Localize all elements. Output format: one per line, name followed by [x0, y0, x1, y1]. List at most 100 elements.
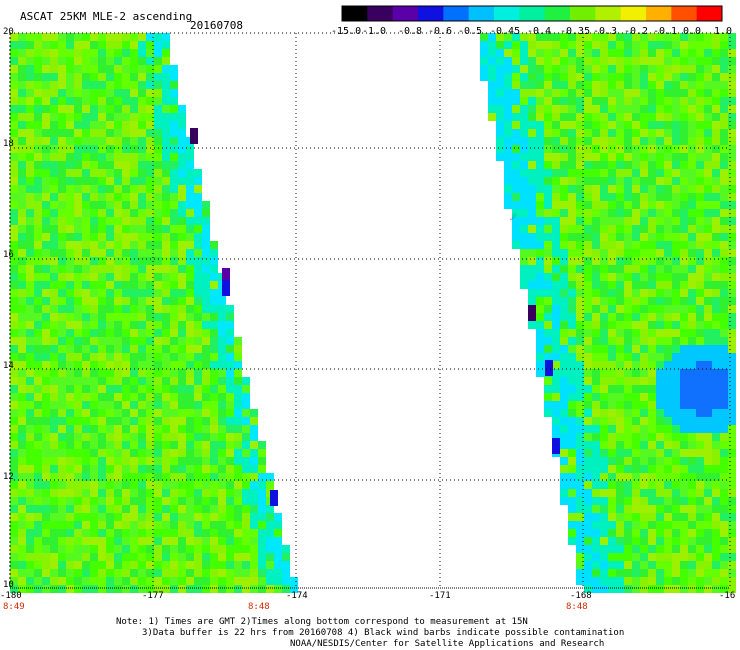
data-cell [122, 201, 130, 209]
data-cell [720, 577, 728, 585]
data-cell [680, 97, 688, 105]
data-cell [90, 433, 98, 441]
data-cell [480, 49, 488, 57]
data-cell [210, 585, 218, 593]
data-cell [162, 257, 170, 265]
data-cell [186, 425, 194, 433]
data-cell [194, 417, 202, 425]
data-cell [18, 121, 26, 129]
data-cell [162, 169, 170, 177]
data-cell [10, 569, 18, 577]
data-cell [616, 473, 624, 481]
data-cell [680, 145, 688, 153]
data-cell [58, 305, 66, 313]
data-cell [170, 473, 178, 481]
data-cell [624, 369, 632, 377]
data-cell [560, 81, 568, 89]
data-cell [640, 73, 648, 81]
data-cell [712, 113, 720, 121]
data-cell [632, 57, 640, 65]
data-cell [568, 193, 576, 201]
data-cell [608, 585, 616, 593]
data-cell [122, 465, 130, 473]
data-cell [656, 473, 664, 481]
data-cell [170, 353, 178, 361]
data-cell [528, 97, 536, 105]
data-cell [154, 193, 162, 201]
data-cell [528, 305, 536, 321]
data-cell [632, 321, 640, 329]
data-cell [552, 393, 560, 401]
data-cells [10, 33, 736, 593]
map-title: ASCAT 25KM MLE-2 ascending [20, 10, 193, 23]
data-cell [688, 385, 696, 393]
data-cell [536, 289, 544, 297]
data-cell [512, 65, 520, 73]
data-cell [162, 289, 170, 297]
data-cell [42, 137, 50, 145]
data-cell [170, 409, 178, 417]
data-cell [106, 449, 114, 457]
data-cell [704, 481, 712, 489]
data-cell [210, 473, 218, 481]
data-cell [178, 489, 186, 497]
data-cell [664, 225, 672, 233]
data-cell [106, 105, 114, 113]
data-cell [720, 497, 728, 505]
data-cell [680, 473, 688, 481]
data-cell [672, 57, 680, 65]
data-cell [704, 241, 712, 249]
data-cell [640, 537, 648, 545]
data-cell [130, 113, 138, 121]
data-cell [480, 65, 488, 73]
data-cell [560, 281, 568, 289]
data-cell [210, 321, 218, 329]
data-cell [512, 113, 520, 121]
data-cell [18, 409, 26, 417]
data-cell [242, 513, 250, 521]
data-cell [10, 89, 18, 97]
data-cell [114, 57, 122, 65]
data-cell [162, 481, 170, 489]
data-cell [90, 97, 98, 105]
data-cell [242, 425, 250, 433]
data-cell [82, 529, 90, 537]
data-cell [122, 273, 130, 281]
data-cell [202, 361, 210, 369]
data-cell [122, 457, 130, 465]
data-cell [26, 577, 34, 585]
data-cell [138, 369, 146, 377]
colorbar-swatch [671, 6, 698, 21]
data-cell [672, 201, 680, 209]
data-cell [640, 97, 648, 105]
data-cell [680, 161, 688, 169]
data-cell [170, 465, 178, 473]
data-cell [592, 57, 600, 65]
data-cell [154, 185, 162, 193]
data-cell [728, 457, 736, 465]
data-cell [648, 433, 656, 441]
data-cell [114, 257, 122, 265]
data-cell [624, 337, 632, 345]
data-cell [82, 433, 90, 441]
data-cell [58, 297, 66, 305]
data-cell [616, 113, 624, 121]
data-cell [576, 169, 584, 177]
data-cell [34, 129, 42, 137]
data-cell [66, 177, 74, 185]
data-cell [720, 529, 728, 537]
data-cell [82, 545, 90, 553]
data-cell [186, 377, 194, 385]
data-cell [130, 393, 138, 401]
data-cell [186, 481, 194, 489]
data-cell [608, 49, 616, 57]
data-cell [664, 337, 672, 345]
data-cell [728, 193, 736, 201]
data-cell [186, 417, 194, 425]
data-cell [680, 457, 688, 465]
data-cell [528, 185, 536, 193]
data-cell [704, 457, 712, 465]
data-cell [98, 441, 106, 449]
data-cell [226, 521, 234, 529]
data-cell [218, 529, 226, 537]
